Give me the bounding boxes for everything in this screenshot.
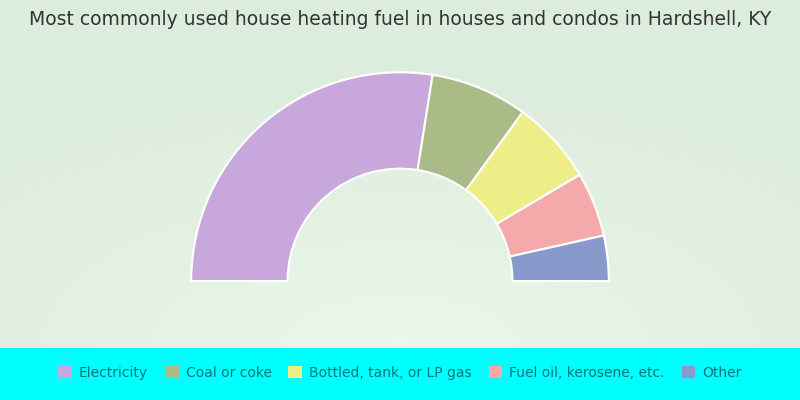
Wedge shape — [497, 175, 604, 256]
Legend: Electricity, Coal or coke, Bottled, tank, or LP gas, Fuel oil, kerosene, etc., O: Electricity, Coal or coke, Bottled, tank… — [51, 359, 749, 387]
Wedge shape — [510, 236, 609, 281]
Text: Most commonly used house heating fuel in houses and condos in Hardshell, KY: Most commonly used house heating fuel in… — [29, 10, 771, 29]
Wedge shape — [466, 112, 580, 224]
Wedge shape — [191, 72, 433, 281]
Wedge shape — [418, 75, 522, 190]
